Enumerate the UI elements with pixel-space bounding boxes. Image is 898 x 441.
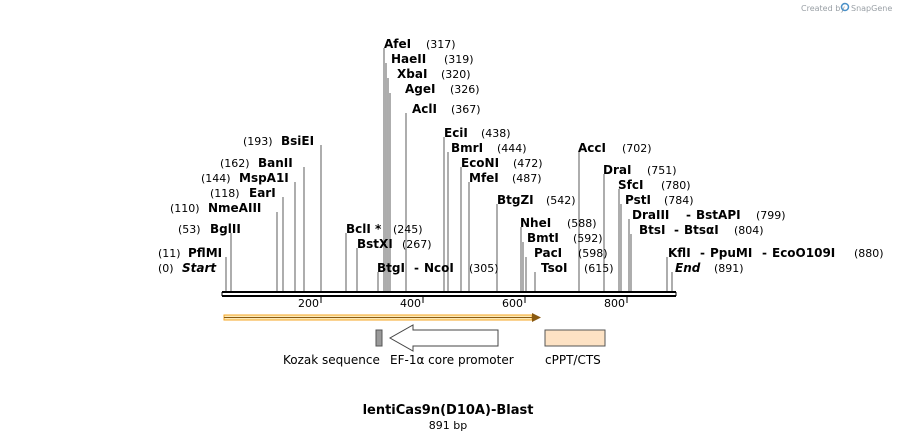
enzyme-name[interactable]: EcoO109I xyxy=(772,246,835,260)
enzyme-pos: (598) xyxy=(578,247,608,260)
enzyme-name[interactable]: BmtI xyxy=(527,231,559,245)
svg-text:-: - xyxy=(762,246,767,260)
enzyme-pos: (267) xyxy=(402,238,432,251)
svg-text:-: - xyxy=(686,208,691,222)
enzyme-name[interactable]: BglII xyxy=(210,222,241,236)
enzyme-name[interactable]: KflI xyxy=(668,246,691,260)
enzyme-name[interactable]: PpuMI xyxy=(710,246,752,260)
enzyme-pos: (472) xyxy=(513,157,543,170)
map-length: 891 bp xyxy=(429,419,467,432)
enzyme-pos: (367) xyxy=(451,103,481,116)
enzyme-pos: (193) xyxy=(243,135,273,148)
start-pos: (0) xyxy=(158,262,174,275)
enzyme-name[interactable]: MspA1I xyxy=(239,171,289,185)
feature-label: EF-1α core promoter xyxy=(390,353,514,367)
enzyme-pos: (317) xyxy=(426,38,456,51)
sequence-backbone xyxy=(221,291,677,297)
enzyme-name[interactable]: AccI xyxy=(578,141,606,155)
enzyme-name[interactable]: MfeI xyxy=(469,171,499,185)
enzyme-name[interactable]: TsoI xyxy=(541,261,567,275)
enzyme-name[interactable]: AgeI xyxy=(405,82,435,96)
enzyme-pos: (799) xyxy=(756,209,786,222)
enzyme-pos: (245) xyxy=(393,223,423,236)
enzyme-labels: (11) PflMI (53) BglII (110) NmeAIII (118… xyxy=(158,37,884,275)
enzyme-name[interactable]: BstAPI xyxy=(696,208,741,222)
enzyme-pos: (326) xyxy=(450,83,480,96)
enzyme-pos: (615) xyxy=(584,262,614,275)
enzyme-name[interactable]: BclI * xyxy=(346,222,382,236)
enzyme-pos: (592) xyxy=(573,232,603,245)
enzyme-pos: (320) xyxy=(441,68,471,81)
enzyme-name[interactable]: AfeI xyxy=(384,37,411,51)
enzyme-name[interactable]: PstI xyxy=(625,193,651,207)
feature-cppt-cts[interactable]: cPPT/CTS xyxy=(544,329,606,367)
enzyme-pos: (144) xyxy=(201,172,231,185)
ruler-tick-label: 400 xyxy=(400,297,421,310)
enzyme-name[interactable]: BmrI xyxy=(451,141,483,155)
svg-text:-: - xyxy=(700,246,705,260)
svg-text:-: - xyxy=(414,261,419,275)
svg-text:-: - xyxy=(674,223,679,237)
enzyme-pos: (751) xyxy=(647,164,677,177)
ruler-tick-label: 800 xyxy=(604,297,625,310)
credit-brand: SnapGene xyxy=(851,4,892,13)
enzyme-pos: (880) xyxy=(854,247,884,260)
orf-arrow[interactable] xyxy=(223,313,541,322)
enzyme-name[interactable]: EciI xyxy=(444,126,468,140)
enzyme-pos: (487) xyxy=(512,172,542,185)
enzyme-name[interactable]: BtgZI xyxy=(497,193,534,207)
enzyme-name[interactable]: BstXI xyxy=(357,237,393,251)
enzyme-name[interactable]: BanII xyxy=(258,156,293,170)
feature-label: Kozak sequence xyxy=(283,353,380,367)
enzyme-name[interactable]: HaeII xyxy=(391,52,426,66)
enzyme-name[interactable]: EcoNI xyxy=(461,156,499,170)
enzyme-pos: (305) xyxy=(469,262,499,275)
enzyme-name[interactable]: BtsI xyxy=(639,223,666,237)
enzyme-name[interactable]: DraI xyxy=(603,163,631,177)
enzyme-name[interactable]: NcoI xyxy=(424,261,454,275)
end-label: End xyxy=(675,261,701,275)
enzyme-pos: (53) xyxy=(178,223,201,236)
feature-label: cPPT/CTS xyxy=(545,353,601,367)
enzyme-pos: (118) xyxy=(210,187,240,200)
enzyme-name[interactable]: BtgI xyxy=(377,261,405,275)
enzyme-pos: (438) xyxy=(481,127,511,140)
end-pos: (891) xyxy=(714,262,744,275)
enzyme-name[interactable]: PflMI xyxy=(188,246,222,260)
enzyme-name[interactable]: PacI xyxy=(534,246,562,260)
enzyme-pos: (110) xyxy=(170,202,200,215)
feature-kozak[interactable]: Kozak sequence xyxy=(283,329,383,367)
enzyme-name[interactable]: AclI xyxy=(412,102,437,116)
enzyme-name[interactable]: SfcI xyxy=(618,178,643,192)
credit: Created by SnapGene xyxy=(801,2,892,13)
enzyme-name[interactable]: EarI xyxy=(249,186,276,200)
credit-prefix: Created by xyxy=(801,4,845,13)
enzyme-name[interactable]: DraIII xyxy=(632,208,669,222)
enzyme-pos: (162) xyxy=(220,157,250,170)
enzyme-name[interactable]: XbaI xyxy=(397,67,427,81)
ruler-tick-label: 200 xyxy=(298,297,319,310)
enzyme-pos: (588) xyxy=(567,217,597,230)
enzyme-pos: (444) xyxy=(497,142,527,155)
enzyme-name[interactable]: BtsαI xyxy=(684,223,719,237)
enzyme-leader-lines xyxy=(225,48,673,292)
start-label: Start xyxy=(182,261,217,275)
ruler: 200 400 600 800 xyxy=(298,297,628,310)
ruler-tick-label: 600 xyxy=(502,297,523,310)
feature-ef1a-promoter[interactable]: EF-1α core promoter xyxy=(388,324,514,367)
enzyme-pos: (11) xyxy=(158,247,181,260)
enzyme-pos: (319) xyxy=(444,53,474,66)
enzyme-pos: (804) xyxy=(734,224,764,237)
enzyme-pos: (784) xyxy=(664,194,694,207)
enzyme-pos: (702) xyxy=(622,142,652,155)
snapgene-logo-icon xyxy=(840,2,850,12)
enzyme-name[interactable]: BsiEI xyxy=(281,134,314,148)
enzyme-name[interactable]: NheI xyxy=(520,216,551,230)
enzyme-name[interactable]: NmeAIII xyxy=(208,201,261,215)
enzyme-pos: (780) xyxy=(661,179,691,192)
map-title: lentiCas9n(D10A)-Blast xyxy=(363,403,534,418)
enzyme-pos: (542) xyxy=(546,194,576,207)
map-title-block: lentiCas9n(D10A)-Blast 891 bp xyxy=(363,403,534,432)
